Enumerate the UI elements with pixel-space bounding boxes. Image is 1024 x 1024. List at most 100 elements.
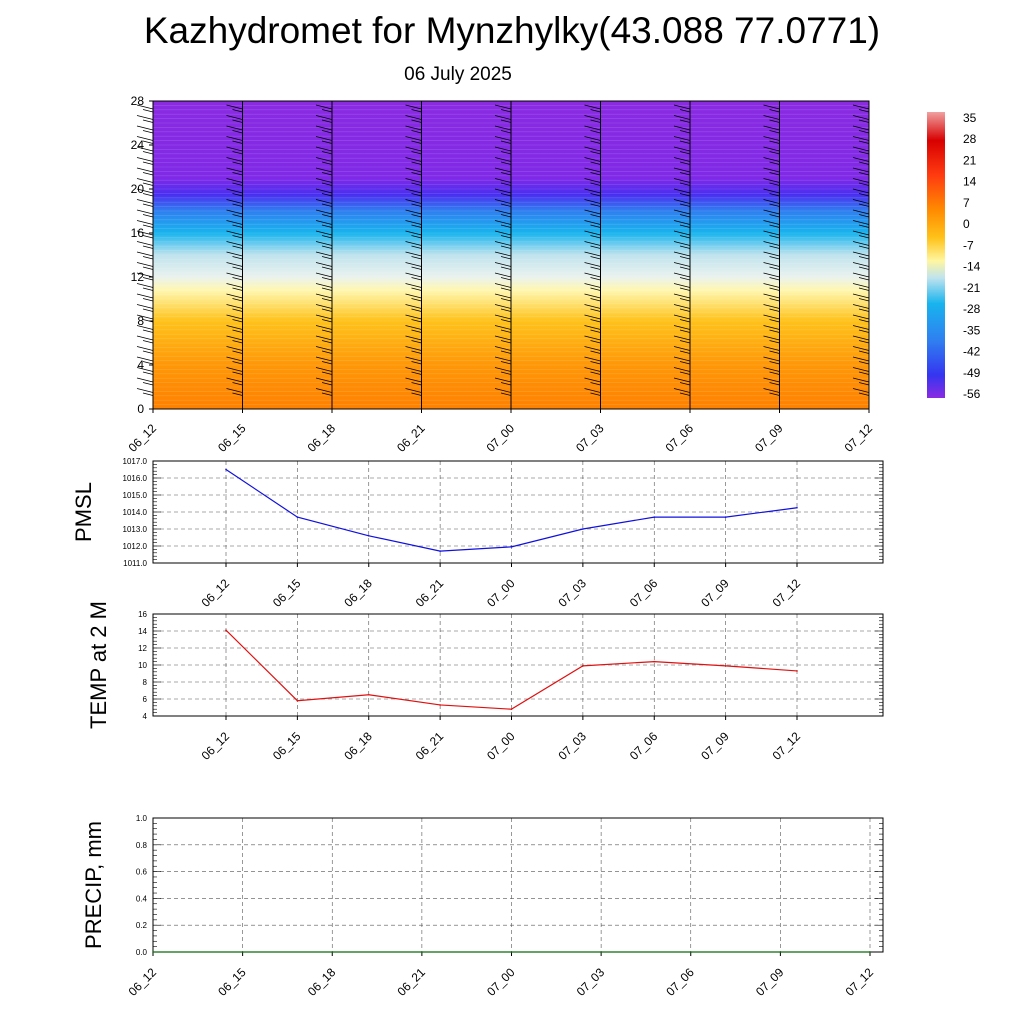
wind-barb [405,346,422,351]
panel-frame [152,613,884,717]
wind-barb [769,119,780,123]
wind-barb [232,266,243,270]
wind-barb [136,272,154,278]
wind-barb [232,245,243,249]
colorbar-label: 14 [963,175,977,189]
x-tick-label: 06_21 [413,729,447,763]
wind-barb [673,262,691,267]
wind-barb [500,109,512,113]
wind-barb [494,125,512,131]
wind-barb [232,224,243,228]
wind-barb [763,115,780,120]
wind-barb [226,314,243,320]
temp-2m-panel: 4 6 8 10 12 14 16 06_12 06_15 06_18 06_21 07_00 07_0… [86,601,884,763]
wind-barb [494,157,512,162]
wind-barb [673,115,691,120]
wind-barb [405,304,422,309]
wind-barb [590,161,601,165]
wind-barb [136,199,154,204]
wind-barb [494,283,512,288]
wind-barb [321,182,333,186]
wind-barb [852,178,870,183]
wind-barb [226,346,243,351]
wind-barb [500,298,512,302]
wind-barb [500,308,512,312]
wind-barb [763,230,780,236]
wind-barb [769,266,780,270]
wind-barb [584,335,601,341]
wind-barb [769,214,780,218]
wind-barb [673,104,691,110]
wind-barb [590,130,601,134]
wind-barb [679,245,691,249]
wind-barb [858,161,870,165]
wind-barb [142,119,154,123]
wind-barb [590,214,601,218]
wind-barb [226,167,243,173]
wind-barb [142,256,154,260]
wind-barb [679,193,691,197]
wind-barb [673,367,691,372]
wind-barb [405,283,422,288]
wind-barb [590,172,601,176]
y-tick-label: 0.6 [136,868,148,877]
wind-barb [411,140,422,144]
wind-barb [136,304,154,309]
y-tick-label: 0.2 [136,921,148,930]
wind-barb [494,115,512,120]
wind-barb [411,266,422,270]
x-tick-label: 06_12 [199,729,233,763]
wind-barb [226,388,243,393]
x-tick-label: 07_12 [770,576,804,610]
wind-barb [769,277,780,281]
wind-barb [500,161,512,165]
x-tick-label: 07_12 [842,421,876,455]
wind-barb [142,361,154,365]
y-tick-label: 10 [138,661,147,670]
wind-barb [769,109,780,113]
wind-barb [673,377,691,383]
x-tick-label: 06_12 [199,576,233,610]
wind-barb [315,304,333,309]
wind-barb [315,251,333,257]
wind-barb [769,361,780,365]
wind-barb [315,104,333,110]
wind-barb [142,140,154,144]
x-tick-label: 07_09 [752,421,786,455]
y-tick-label: 28 [131,94,145,108]
wind-barb [763,293,780,299]
y-tick-label: 16 [131,226,145,240]
wind-barb [584,220,601,225]
wind-barb [142,277,154,281]
wind-barb [405,146,422,152]
wind-barb [673,346,691,351]
wind-barb [226,209,243,215]
wind-barb [769,235,780,239]
wind-barb [136,178,154,183]
wind-barb [584,241,601,246]
precip-panel: 0.0 0.2 0.4 0.6 0.8 1.0 06_12 06_15 06_18 06_21 07… [81,814,884,999]
wind-barb [590,308,601,312]
wind-barb [315,220,333,225]
wind-barb [136,241,154,246]
wind-barb [142,266,154,270]
colorbar-label: 7 [963,196,970,210]
wind-barb [584,272,601,278]
wind-barb [763,314,780,320]
wind-barb [673,230,691,236]
colorbar-label: -42 [963,345,981,359]
wind-barb [858,361,870,365]
wind-barb [321,277,333,281]
colorbar: 35 28 21 14 7 0 -7 -14 -21 -28 -35 -42 -49 -56 [927,111,981,401]
y-tick-label: 1014.0 [123,508,148,517]
wind-barb [226,251,243,257]
wind-barb [673,241,691,246]
wind-barb [858,392,870,396]
wind-barb [673,136,691,141]
wind-barb [673,157,691,162]
wind-barb [226,115,243,120]
wind-barb [232,382,243,386]
wind-barb [321,140,333,144]
x-tick-label: 06_12 [126,965,160,999]
wind-barb [315,209,333,215]
